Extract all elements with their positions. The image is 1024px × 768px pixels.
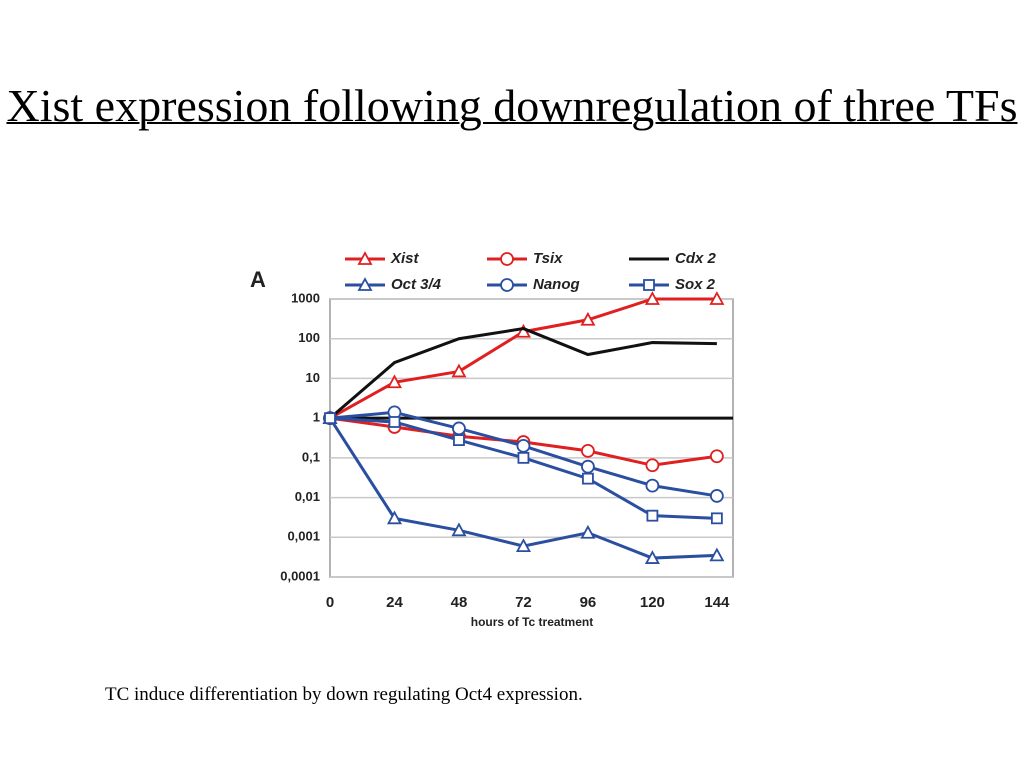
marker	[646, 509, 659, 522]
marker	[388, 416, 401, 428]
marker	[517, 451, 530, 464]
y-tick-label: 1000	[291, 290, 320, 305]
panel-label: A	[250, 267, 266, 292]
caption: TC induce differentiation by down regula…	[105, 684, 583, 705]
x-tick-label: 0	[326, 594, 334, 611]
legend-label: Tsix	[533, 250, 563, 267]
marker	[386, 374, 402, 389]
marker	[357, 277, 373, 291]
y-tick-label: 0,1	[302, 449, 320, 464]
marker	[645, 458, 660, 473]
marker	[451, 522, 467, 537]
series-line	[329, 327, 717, 420]
x-tick-label: 48	[451, 594, 468, 611]
marker	[645, 478, 660, 493]
marker	[324, 412, 336, 425]
y-tick-label: 10	[306, 370, 320, 385]
x-tick-label: 72	[515, 594, 532, 611]
marker	[386, 510, 402, 525]
marker	[709, 291, 725, 305]
marker	[500, 278, 514, 292]
y-tick-label: 0,01	[295, 489, 320, 504]
legend-label: Oct 3/4	[391, 276, 442, 293]
plot-area	[329, 298, 734, 578]
marker	[644, 291, 660, 305]
marker	[709, 489, 724, 503]
x-tick-label: 96	[580, 594, 597, 611]
legend-label: Sox 2	[675, 276, 716, 293]
marker	[581, 459, 595, 474]
marker	[580, 524, 596, 539]
marker	[451, 363, 467, 378]
y-tick-label: 100	[298, 330, 320, 345]
marker	[643, 279, 655, 291]
marker	[582, 472, 594, 485]
marker	[452, 421, 466, 436]
x-tick-label: 144	[704, 594, 730, 611]
marker	[453, 434, 465, 446]
slide-title: Xist expression following downregulation…	[6, 80, 1018, 131]
x-axis-label: hours of Tc treatment	[471, 615, 593, 629]
marker	[515, 538, 531, 552]
legend-label: Cdx 2	[675, 250, 717, 267]
legend-label: Xist	[390, 250, 420, 267]
marker	[710, 512, 723, 525]
x-tick-label: 120	[640, 594, 665, 611]
marker	[581, 443, 595, 458]
marker	[580, 311, 596, 326]
marker	[516, 439, 531, 453]
y-tick-label: 0,001	[287, 529, 320, 544]
x-tick-label: 24	[386, 594, 403, 611]
marker	[709, 449, 724, 464]
marker	[357, 251, 373, 265]
marker	[500, 252, 514, 266]
legend-label: Nanog	[533, 276, 580, 293]
y-tick-label: 0,0001	[280, 568, 320, 583]
marker	[709, 547, 725, 562]
marker	[644, 550, 660, 564]
y-tick-label: 1	[313, 410, 320, 425]
